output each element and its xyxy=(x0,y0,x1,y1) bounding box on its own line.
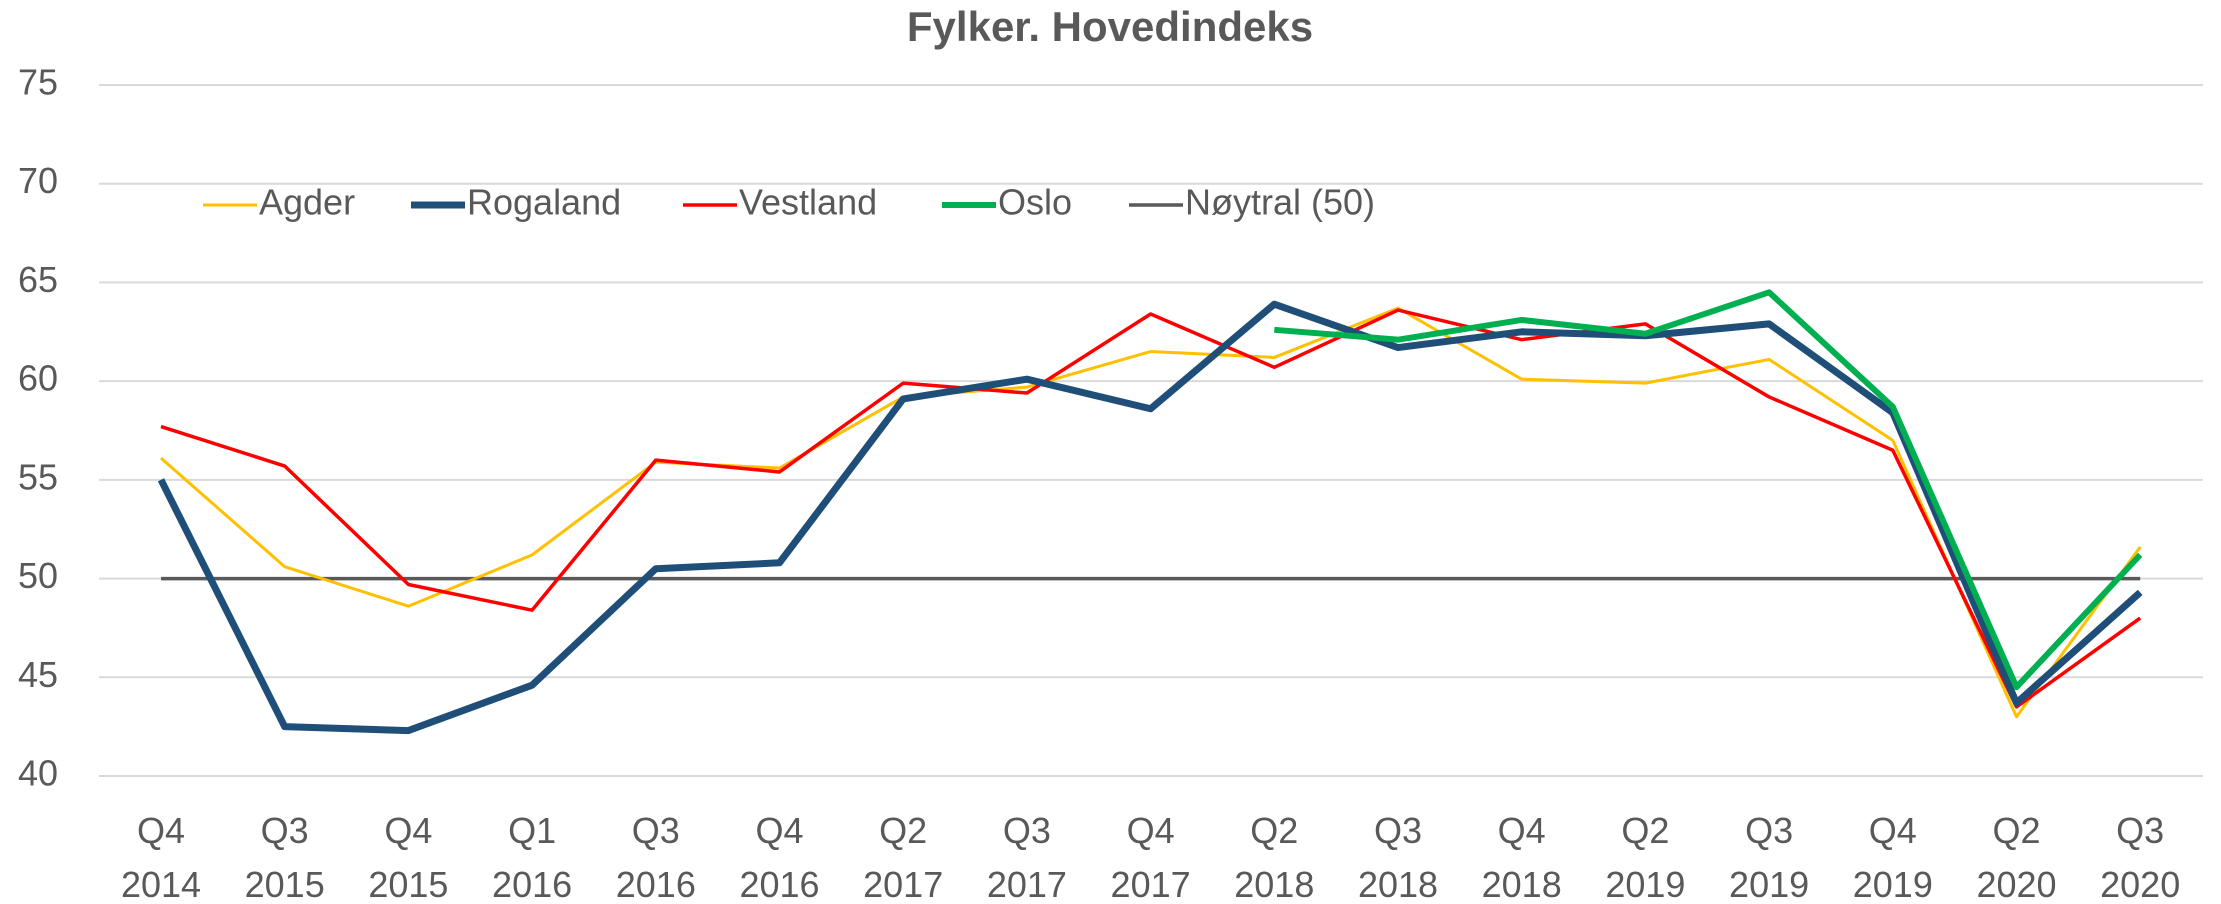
y-tick-label: 55 xyxy=(18,456,58,497)
x-tick-label: Q4 2016 xyxy=(739,810,820,904)
x-tick-label: Q4 2019 xyxy=(1852,810,1933,904)
series-line xyxy=(157,300,2143,735)
series-line xyxy=(160,308,2142,709)
series-line xyxy=(1274,289,2143,691)
x-tick-label: Q3 2017 xyxy=(986,810,1067,904)
x-tick-label: Q4 2018 xyxy=(1481,810,1562,904)
x-tick-label: Q3 2020 xyxy=(2100,810,2181,904)
x-tick-label: Q4 2014 xyxy=(120,810,202,904)
y-tick-label: 65 xyxy=(18,259,58,300)
y-tick-label: 70 xyxy=(18,160,58,201)
x-tick-label: Q1 2016 xyxy=(492,810,573,904)
x-tick-label: Q3 2015 xyxy=(244,810,325,904)
x-tick-label: Q2 2019 xyxy=(1605,810,1686,904)
x-tick-label: Q4 2017 xyxy=(1110,810,1191,904)
x-tick-label: Q2 2020 xyxy=(1976,810,2057,904)
y-tick-label: 75 xyxy=(18,62,58,103)
legend-label: Nøytral (50) xyxy=(1185,182,1375,223)
x-tick-label: Q2 2017 xyxy=(863,810,944,904)
chart-title: Fylker. Hovedindeks xyxy=(907,3,1313,50)
x-tick-label: Q3 2018 xyxy=(1357,810,1439,904)
series-line xyxy=(160,306,2142,719)
legend-label: Rogaland xyxy=(467,182,621,223)
legend-label: Vestland xyxy=(739,182,877,223)
y-tick-label: 40 xyxy=(18,753,58,794)
y-tick-label: 60 xyxy=(18,358,58,399)
legend-label: Agder xyxy=(259,182,355,223)
y-tick-label: 45 xyxy=(18,654,58,695)
legend-label: Oslo xyxy=(998,182,1072,223)
y-tick-label: 50 xyxy=(18,555,58,596)
x-tick-label: Q4 2015 xyxy=(368,810,449,904)
x-tick-label: Q3 2016 xyxy=(615,810,696,904)
x-tick-label: Q2 2018 xyxy=(1234,810,1315,904)
x-tick-label: Q3 2019 xyxy=(1729,810,1810,904)
